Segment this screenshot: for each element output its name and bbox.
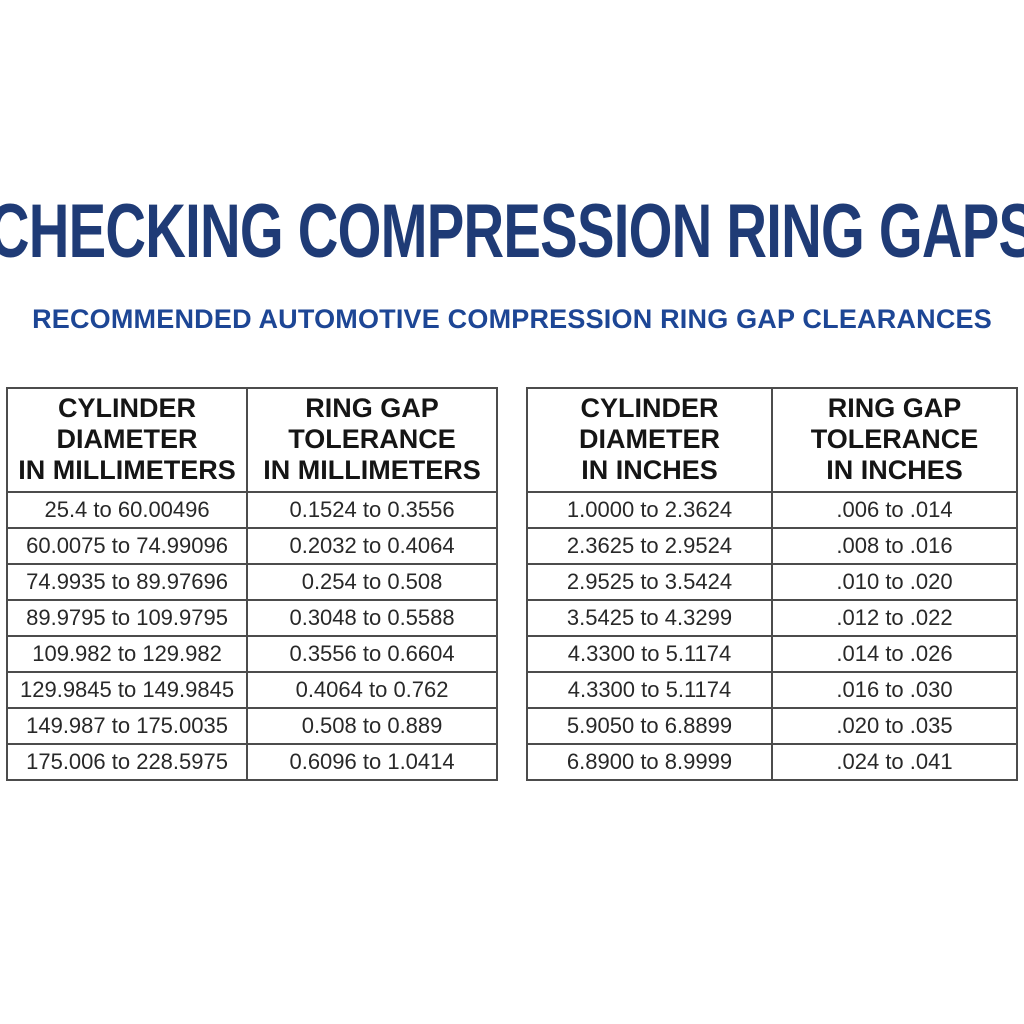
table-cell: 1.0000 to 2.3624 bbox=[526, 490, 773, 529]
page-title: CHECKING COMPRESSION RING GAPS bbox=[0, 0, 1024, 270]
table-cell: 5.9050 to 6.8899 bbox=[526, 706, 773, 745]
mm-cylinder-diameter-header: CYLINDER DIAMETER IN MILLIMETERS bbox=[5, 386, 249, 493]
mm-table: CYLINDER DIAMETER IN MILLIMETERS RING GA… bbox=[5, 386, 498, 781]
table-cell: .016 to .030 bbox=[771, 670, 1018, 709]
table-cell: 0.508 to 0.889 bbox=[246, 706, 498, 745]
table-row: 175.006 to 228.5975 0.6096 to 1.0414 bbox=[5, 742, 498, 781]
table-row: 1.0000 to 2.3624.006 to .014 bbox=[526, 490, 1018, 529]
table-cell: 2.3625 to 2.9524 bbox=[526, 526, 773, 565]
inch-table: CYLINDER DIAMETER IN INCHES RING GAP TOL… bbox=[526, 386, 1018, 781]
table-row: 149.987 to 175.0035 0.508 to 0.889 bbox=[5, 706, 498, 745]
table-row: 109.982 to 129.982 0.3556 to 0.6604 bbox=[5, 634, 498, 673]
table-row: 2.3625 to 2.9524.008 to .016 bbox=[526, 526, 1018, 565]
table-cell: 0.3048 to 0.5588 bbox=[246, 598, 498, 637]
tables-section: CYLINDER DIAMETER IN MILLIMETERS RING GA… bbox=[5, 386, 1018, 781]
table-cell: .008 to .016 bbox=[771, 526, 1018, 565]
table-cell: .014 to .026 bbox=[771, 634, 1018, 673]
table-cell: 0.4064 to 0.762 bbox=[246, 670, 498, 709]
table-cell: 74.9935 to 89.97696 bbox=[5, 562, 249, 601]
mm-table-body: 25.4 to 60.00496 0.1524 to 0.3556 60.0075 … bbox=[5, 490, 498, 781]
table-row: 129.9845 to 149.9845 0.4064 to 0.762 bbox=[5, 670, 498, 709]
table-cell: 0.1524 to 0.3556 bbox=[246, 490, 498, 529]
table-cell: 25.4 to 60.00496 bbox=[5, 490, 249, 529]
table-cell: .010 to .020 bbox=[771, 562, 1018, 601]
table-cell: 109.982 to 129.982 bbox=[5, 634, 249, 673]
table-row: 2.9525 to 3.5424.010 to .020 bbox=[526, 562, 1018, 601]
table-row: 3.5425 to 4.3299.012 to .022 bbox=[526, 598, 1018, 637]
table-row: 89.9795 to 109.9795 0.3048 to 0.5588 bbox=[5, 598, 498, 637]
inch-cylinder-diameter-header: CYLINDER DIAMETER IN INCHES bbox=[526, 386, 773, 493]
table-cell: .006 to .014 bbox=[771, 490, 1018, 529]
table-row: 25.4 to 60.00496 0.1524 to 0.3556 bbox=[5, 490, 498, 529]
table-cell: 6.8900 to 8.9999 bbox=[526, 742, 773, 781]
table-cell: 175.006 to 228.5975 bbox=[5, 742, 249, 781]
table-cell: 60.0075 to 74.99096 bbox=[5, 526, 249, 565]
table-row: 6.8900 to 8.9999.024 to .041 bbox=[526, 742, 1018, 781]
table-row: 4.3300 to 5.1174.016 to .030 bbox=[526, 670, 1018, 709]
page-title-text: CHECKING COMPRESSION RING GAPS bbox=[0, 189, 1024, 274]
table-row: 60.0075 to 74.99096 0.2032 to 0.4064 bbox=[5, 526, 498, 565]
inch-table-header-row: CYLINDER DIAMETER IN INCHES RING GAP TOL… bbox=[526, 386, 1018, 493]
table-row: 4.3300 to 5.1174.014 to .026 bbox=[526, 634, 1018, 673]
inch-table-body: 1.0000 to 2.3624.006 to .014 2.3625 to 2.… bbox=[526, 490, 1018, 781]
table-cell: 0.6096 to 1.0414 bbox=[246, 742, 498, 781]
table-cell: 4.3300 to 5.1174 bbox=[526, 670, 773, 709]
table-cell: 0.254 to 0.508 bbox=[246, 562, 498, 601]
table-cell: 4.3300 to 5.1174 bbox=[526, 634, 773, 673]
mm-table-header-row: CYLINDER DIAMETER IN MILLIMETERS RING GA… bbox=[5, 386, 498, 493]
table-cell: 89.9795 to 109.9795 bbox=[5, 598, 249, 637]
table-cell: 0.3556 to 0.6604 bbox=[246, 634, 498, 673]
table-cell: .012 to .022 bbox=[771, 598, 1018, 637]
table-cell: .024 to .041 bbox=[771, 742, 1018, 781]
table-cell: .020 to .035 bbox=[771, 706, 1018, 745]
page-subtitle: RECOMMENDED AUTOMOTIVE COMPRESSION RING … bbox=[32, 304, 992, 334]
inch-ring-gap-tolerance-header: RING GAP TOLERANCE IN INCHES bbox=[771, 386, 1018, 493]
mm-ring-gap-tolerance-header: RING GAP TOLERANCE IN MILLIMETERS bbox=[246, 386, 498, 493]
table-row: 74.9935 to 89.97696 0.254 to 0.508 bbox=[5, 562, 498, 601]
table-row: 5.9050 to 6.8899.020 to .035 bbox=[526, 706, 1018, 745]
table-cell: 149.987 to 175.0035 bbox=[5, 706, 249, 745]
table-cell: 0.2032 to 0.4064 bbox=[246, 526, 498, 565]
table-cell: 2.9525 to 3.5424 bbox=[526, 562, 773, 601]
table-cell: 3.5425 to 4.3299 bbox=[526, 598, 773, 637]
table-cell: 129.9845 to 149.9845 bbox=[5, 670, 249, 709]
